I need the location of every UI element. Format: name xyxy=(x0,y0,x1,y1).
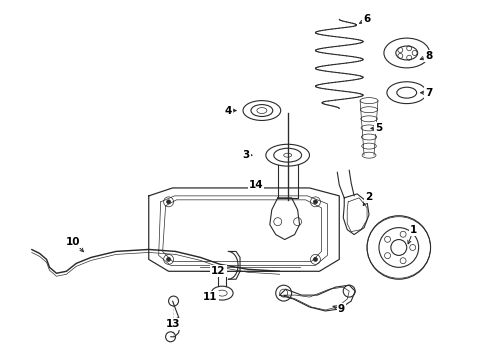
Text: 8: 8 xyxy=(425,51,432,61)
Circle shape xyxy=(314,257,318,261)
Text: 3: 3 xyxy=(243,150,249,160)
Text: 12: 12 xyxy=(211,266,225,276)
Text: 10: 10 xyxy=(66,237,80,247)
Circle shape xyxy=(167,200,171,204)
Text: 9: 9 xyxy=(338,304,345,314)
Text: 13: 13 xyxy=(165,319,180,329)
Circle shape xyxy=(314,200,318,204)
Text: 1: 1 xyxy=(410,225,417,235)
Text: 14: 14 xyxy=(248,180,263,190)
Text: 11: 11 xyxy=(203,292,218,302)
Text: 4: 4 xyxy=(224,105,232,116)
Text: 7: 7 xyxy=(425,88,432,98)
Text: 5: 5 xyxy=(375,123,383,134)
Circle shape xyxy=(167,257,171,261)
Text: 6: 6 xyxy=(364,14,370,24)
Text: 2: 2 xyxy=(366,192,373,202)
